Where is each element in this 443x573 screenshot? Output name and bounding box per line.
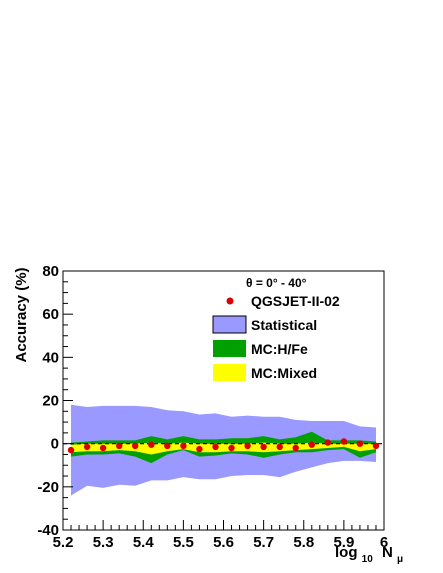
data-point xyxy=(340,438,348,445)
x-axis-title-var: N xyxy=(382,544,393,561)
legend-label-qgsjet: QGSJET-II-02 xyxy=(251,293,340,309)
data-point xyxy=(260,443,267,451)
plot-frame xyxy=(62,270,385,531)
legend: θ = 0° - 40° QGSJET-II-02 Statistical MC… xyxy=(212,276,340,381)
x-axis-title: log 10 N μ xyxy=(335,544,403,566)
data-point xyxy=(356,440,364,447)
data-point xyxy=(148,441,155,448)
data-point xyxy=(212,443,219,451)
x-tick-label: 5.6 xyxy=(213,534,234,551)
legend-label-mixed: MC:Mixed xyxy=(251,365,317,381)
y-tick-label: -40 xyxy=(37,522,59,539)
data-point xyxy=(372,442,380,449)
data-point xyxy=(276,443,283,451)
legend-header: θ = 0° - 40° xyxy=(246,276,307,290)
data-point xyxy=(180,442,187,449)
data-point xyxy=(116,442,123,449)
band-mc-mixed xyxy=(71,442,376,455)
x-tick-label: 5.2 xyxy=(53,534,74,551)
legend-marker-qgsjet xyxy=(226,297,234,305)
points-layer xyxy=(67,438,380,454)
legend-label-hfe: MC:H/Fe xyxy=(251,341,308,357)
ticks-layer xyxy=(62,270,385,531)
x-tick-label: 6 xyxy=(380,534,388,551)
data-point xyxy=(164,442,171,449)
data-point xyxy=(99,444,107,452)
x-axis-title-varsub: μ xyxy=(397,554,403,565)
data-point xyxy=(324,439,331,446)
legend-label-statistical: Statistical xyxy=(251,317,317,333)
x-tick-label: 5.5 xyxy=(173,534,194,551)
y-tick-label: 20 xyxy=(42,393,59,410)
data-point xyxy=(244,442,251,449)
data-point xyxy=(308,441,315,448)
x-axis-title-main: log xyxy=(335,544,358,561)
tick-labels-layer: -40 -20 0 20 40 60 80 5.2 5.3 5.4 5.5 5.6 5.7 5.8 5.9 6 xyxy=(37,263,388,551)
x-tick-label: 5.3 xyxy=(93,534,114,551)
legend-swatch-mixed xyxy=(213,364,246,381)
data-point xyxy=(196,445,203,453)
legend-swatch-hfe xyxy=(213,340,246,357)
y-tick-label: 80 xyxy=(42,263,59,280)
y-tick-label: 40 xyxy=(42,349,59,366)
y-tick-label: 0 xyxy=(51,436,59,453)
y-axis-title: Accuracy (%) xyxy=(13,267,30,362)
legend-swatch-statistical xyxy=(212,315,247,334)
bands-layer xyxy=(71,404,376,496)
x-tick-label: 5.9 xyxy=(333,534,354,551)
data-point xyxy=(132,442,139,449)
x-tick-label: 5.4 xyxy=(133,534,155,551)
x-axis-title-sub: 10 xyxy=(362,554,374,565)
y-tick-label: 60 xyxy=(42,306,59,323)
data-point xyxy=(292,444,299,452)
data-point xyxy=(67,446,75,454)
y-tick-label: -20 xyxy=(37,479,59,496)
x-tick-label: 5.8 xyxy=(293,534,314,551)
x-tick-label: 5.7 xyxy=(253,534,274,551)
data-point xyxy=(83,443,91,451)
data-point xyxy=(228,444,235,452)
